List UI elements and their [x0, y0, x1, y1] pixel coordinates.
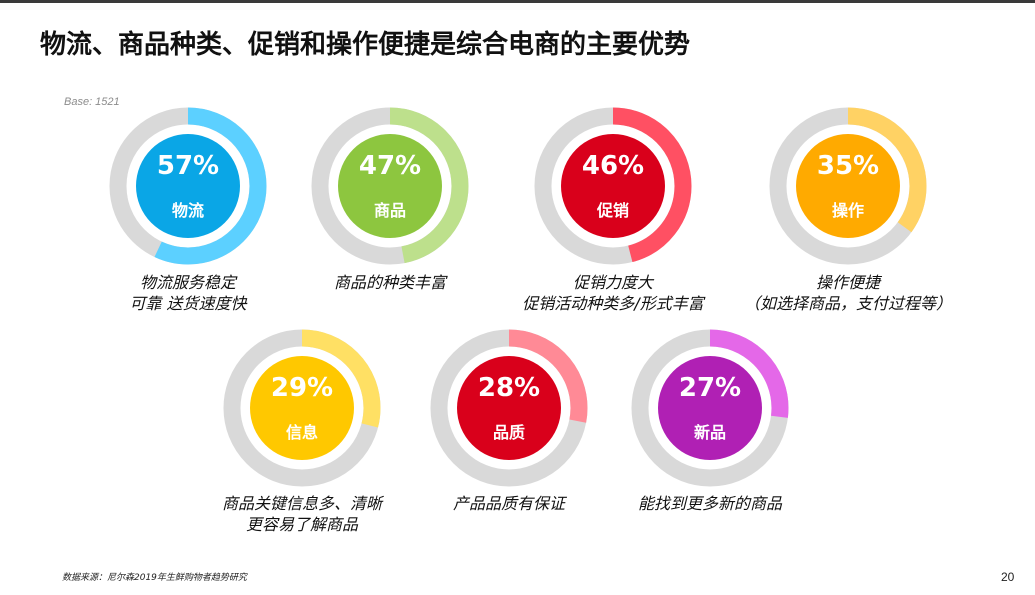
- donut-center: [250, 356, 354, 460]
- donut-caption: 商品关键信息多、清晰 更容易了解商品: [167, 493, 437, 535]
- donut-center: [338, 134, 442, 238]
- donut-caption: 操作便捷 （如选择商品，支付过程等）: [713, 272, 983, 314]
- donut-category-label: 操作: [832, 201, 864, 220]
- donut-center: [457, 356, 561, 460]
- donut-category-label: 信息: [286, 423, 318, 442]
- donut-center: [658, 356, 762, 460]
- donut-value-arc: [430, 329, 588, 487]
- donut-value-arc: [311, 107, 469, 265]
- caption-line: 商品关键信息多、清晰: [221, 494, 382, 513]
- donut-6: 28% 品质: [424, 323, 594, 493]
- donut-percent-label: 28%: [478, 373, 540, 403]
- donut-caption: 促销力度大促销活动种类多/形式丰富: [478, 272, 748, 314]
- donut-percent-label: 27%: [679, 373, 741, 403]
- donut-svg: 46% 促销: [534, 107, 692, 265]
- donut-svg: 35% 操作: [769, 107, 927, 265]
- donut-value-arc: [109, 107, 267, 265]
- donut-5: 29% 信息: [217, 323, 387, 493]
- donut-percent-label: 57%: [157, 151, 219, 181]
- donut-7: 27% 新品: [625, 323, 795, 493]
- donut-svg: 29% 信息: [223, 329, 381, 487]
- donut-center: [796, 134, 900, 238]
- donut-center: [561, 134, 665, 238]
- donut-value-arc: [534, 107, 692, 265]
- donut-caption: 物流服务稳定 可靠 送货速度快: [53, 272, 323, 314]
- donut-2: 47% 商品: [305, 101, 475, 271]
- caption-line: 能找到更多新的商品: [637, 494, 782, 513]
- donut-value-arc: [223, 329, 381, 487]
- caption-line: 商品的种类丰富: [333, 273, 446, 292]
- donut-svg: 47% 商品: [311, 107, 469, 265]
- donut-center: [136, 134, 240, 238]
- donut-category-label: 新品: [694, 423, 726, 442]
- donut-percent-label: 46%: [582, 151, 644, 181]
- donut-svg: 28% 品质: [430, 329, 588, 487]
- base-note: Base: 1521: [64, 96, 120, 108]
- donut-caption: 产品品质有保证: [374, 493, 644, 514]
- donut-caption: 能找到更多新的商品: [575, 493, 845, 514]
- top-rule: [0, 0, 1035, 3]
- donut-category-label: 品质: [493, 423, 525, 442]
- donut-3: 46% 促销: [528, 101, 698, 271]
- donut-4: 35% 操作: [763, 101, 933, 271]
- data-source: 数据来源：尼尔森2019年生鲜购物者趋势研究: [62, 573, 247, 583]
- caption-line: （如选择商品，支付过程等）: [743, 294, 952, 313]
- caption-line: 物流服务稳定: [139, 273, 236, 292]
- page-title: 物流、商品种类、促销和操作便捷是综合电商的主要优势: [40, 30, 691, 60]
- page-number: 20: [1001, 570, 1015, 584]
- donut-svg: 57% 物流: [109, 107, 267, 265]
- caption-line: 更容易了解商品: [245, 515, 358, 534]
- caption-line: 可靠 送货速度快: [129, 294, 247, 313]
- donut-percent-label: 47%: [359, 151, 421, 181]
- donut-category-label: 促销: [596, 201, 629, 220]
- caption-line: 产品品质有保证: [452, 494, 565, 513]
- donut-category-label: 物流: [172, 201, 204, 220]
- donut-svg: 27% 新品: [631, 329, 789, 487]
- donut-caption: 商品的种类丰富: [255, 272, 525, 293]
- caption-line: 促销活动种类多/形式丰富: [522, 294, 704, 313]
- donut-value-arc: [769, 107, 927, 265]
- donut-1: 57% 物流: [103, 101, 273, 271]
- caption-line: 促销力度大: [572, 273, 653, 292]
- donut-percent-label: 35%: [817, 151, 879, 181]
- caption-line: 操作便捷: [815, 273, 880, 292]
- donut-category-label: 商品: [374, 201, 406, 220]
- donut-value-arc: [631, 329, 789, 487]
- donut-percent-label: 29%: [271, 373, 333, 403]
